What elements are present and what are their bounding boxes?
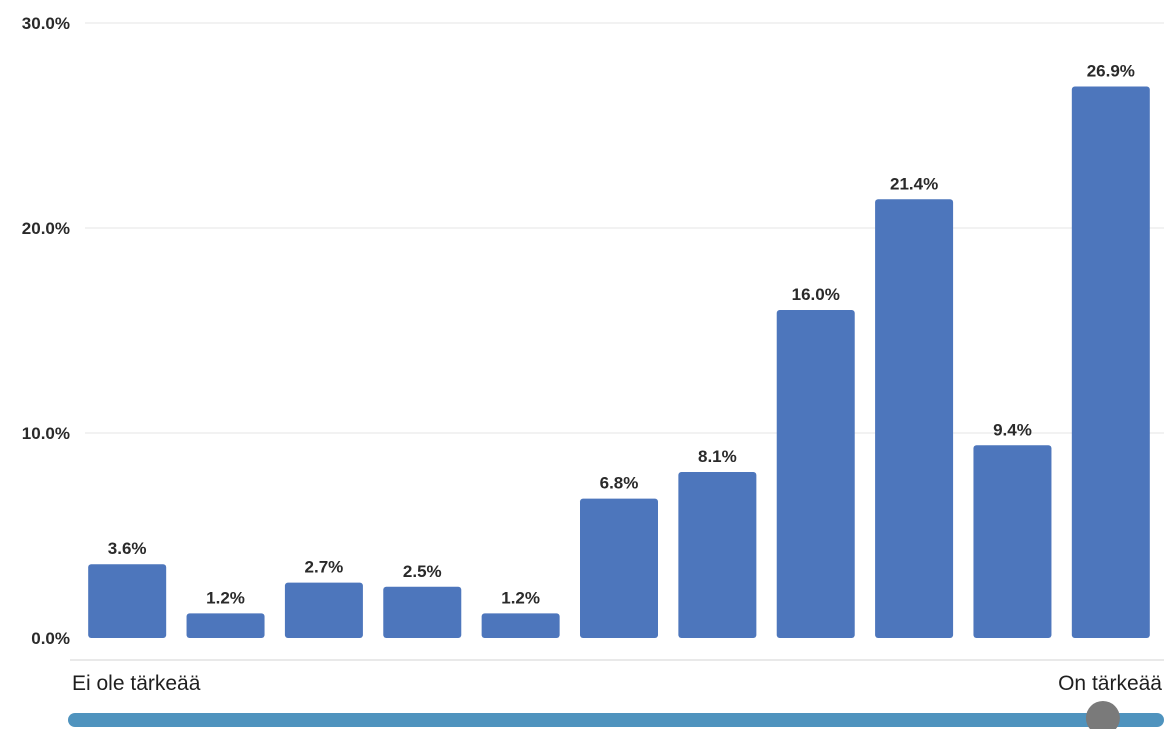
bars: [88, 86, 1150, 639]
data-labels: 3.6% 1.2% 2.7% 2.5% 1.2% 6.8% 8.1% 16.0% 21.4% 9.…: [108, 62, 1135, 608]
gridlines: [85, 22, 1164, 434]
scale-max-label: On tärkeää: [1058, 672, 1162, 695]
y-axis-tick-labels: 0.0% 10.0% 20.0% 30.0%: [22, 14, 70, 648]
y-tick-label: 30.0%: [22, 14, 70, 33]
data-label: 2.7%: [305, 558, 344, 577]
bar: [1071, 86, 1150, 639]
data-label: 26.9%: [1087, 62, 1135, 81]
y-tick-label: 10.0%: [22, 424, 70, 443]
data-label: 6.8%: [600, 474, 639, 493]
data-label: 3.6%: [108, 539, 147, 558]
slider[interactable]: [68, 701, 1164, 729]
data-label: 1.2%: [206, 588, 245, 607]
slider-handle[interactable]: [1085, 701, 1120, 729]
data-label: 16.0%: [792, 285, 840, 304]
bar: [383, 586, 462, 638]
y-tick-label: 20.0%: [22, 219, 70, 238]
y-tick-label: 0.0%: [31, 629, 70, 648]
bar: [186, 613, 265, 638]
bar: [678, 471, 757, 638]
data-label: 2.5%: [403, 562, 442, 581]
bar: [580, 498, 658, 638]
data-label: 8.1%: [698, 447, 737, 466]
bar: [875, 199, 954, 639]
scale-min-label: Ei ole tärkeää: [72, 672, 201, 695]
bar: [88, 564, 167, 638]
data-label: 9.4%: [993, 420, 1032, 439]
data-label: 1.2%: [501, 588, 540, 607]
bar: [776, 310, 855, 638]
bar: [973, 445, 1052, 638]
data-label: 21.4%: [890, 174, 938, 193]
bar: [284, 582, 363, 638]
bar: [481, 613, 560, 638]
